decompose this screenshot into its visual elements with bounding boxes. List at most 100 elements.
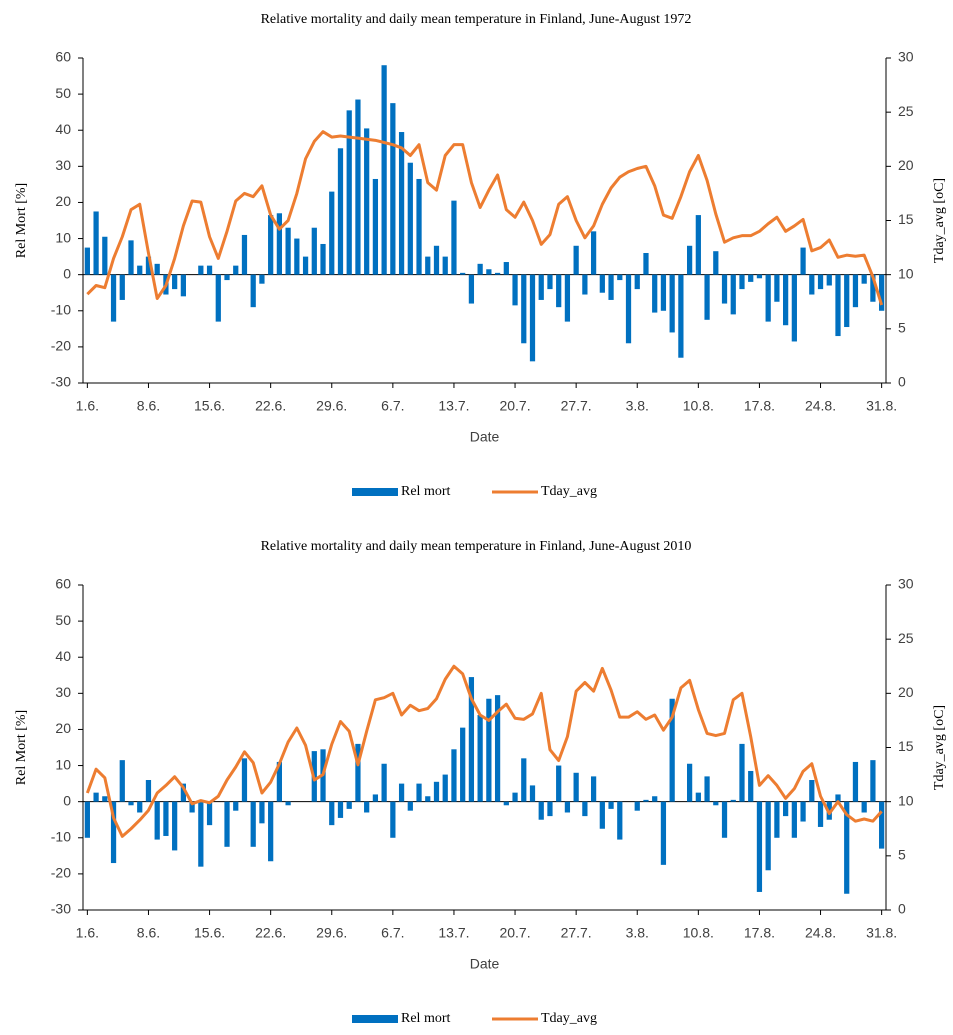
bar (233, 265, 239, 275)
y2-tick-label: 5 (898, 847, 906, 863)
bar (713, 251, 719, 275)
bar (381, 65, 387, 275)
bar (809, 274, 815, 295)
y-tick-label: -20 (51, 865, 71, 881)
bar (276, 761, 283, 802)
x-tick-label: 1.6. (76, 925, 99, 941)
bar (224, 801, 230, 847)
bar (329, 801, 335, 826)
bar (756, 274, 763, 279)
bar (660, 801, 667, 865)
bar (678, 274, 684, 358)
x-tick-label: 8.6. (137, 925, 160, 941)
bar (774, 274, 780, 302)
bar (686, 763, 693, 802)
bar (634, 274, 640, 290)
x-tick-label: 20.7. (499, 398, 530, 414)
bar (442, 774, 448, 802)
x-tick-label: 22.6. (255, 398, 286, 414)
bar (398, 783, 405, 802)
bar (372, 178, 379, 275)
x-tick-label: 10.8. (683, 398, 714, 414)
y-tick-label: 60 (55, 576, 71, 592)
y2-tick-label: 10 (898, 265, 914, 281)
y2-axis-title: Tday_avg [oC] (932, 705, 947, 790)
bar (364, 128, 370, 275)
bar (198, 801, 204, 867)
bar (817, 274, 824, 290)
bar (573, 772, 579, 802)
x-tick-label: 27.7. (561, 398, 592, 414)
bar (215, 274, 221, 322)
bar (407, 162, 413, 275)
y-tick-label: 10 (55, 229, 71, 245)
y2-tick-label: 30 (898, 576, 914, 592)
y-tick-label: 10 (55, 756, 71, 772)
bar (521, 274, 527, 344)
bar (486, 698, 492, 802)
bar (713, 801, 719, 806)
bar (547, 801, 553, 817)
y2-tick-label: 30 (898, 49, 914, 65)
x-tick-label: 10.8. (683, 925, 714, 941)
bar (119, 274, 125, 300)
bar (154, 263, 160, 275)
y2-tick-label: 10 (898, 792, 914, 808)
bar (128, 801, 134, 806)
bar (852, 761, 859, 802)
bar (276, 213, 283, 275)
bar (879, 274, 885, 311)
bar (783, 274, 789, 326)
bar (791, 801, 797, 838)
x-tick-label: 3.8. (626, 398, 649, 414)
x-tick-label: 17.8. (744, 925, 775, 941)
y-tick-label: 50 (55, 612, 71, 628)
y2-tick-label: 25 (898, 103, 914, 119)
legend-swatch (352, 488, 398, 496)
bar (364, 801, 370, 813)
y2-tick-label: 25 (898, 630, 914, 646)
bar (879, 801, 885, 849)
bar (739, 743, 745, 802)
y-axis-title: Rel Mort [%] (14, 710, 29, 785)
y-tick-label: 30 (55, 684, 71, 700)
bar (617, 801, 623, 840)
y-tick-label: 40 (55, 648, 71, 664)
bar (817, 801, 824, 827)
bar (468, 274, 475, 304)
bar (390, 801, 396, 838)
bar (844, 274, 850, 328)
bar (791, 274, 797, 342)
bar (241, 234, 248, 275)
bar (110, 801, 117, 864)
bar (137, 265, 143, 275)
x-tick-label: 13.7. (438, 398, 469, 414)
bar (765, 801, 771, 871)
bar (486, 269, 492, 275)
bar (172, 274, 178, 290)
x-tick-label: 6.7. (381, 925, 404, 941)
bar (320, 243, 326, 275)
bar (337, 148, 344, 275)
line (86, 130, 884, 306)
bar (102, 796, 108, 802)
bar (704, 776, 710, 802)
bar (407, 801, 413, 811)
bar (783, 801, 789, 817)
bar (617, 274, 623, 281)
bar (721, 274, 728, 304)
x-tick-label: 15.6. (194, 398, 225, 414)
bar (573, 245, 579, 275)
bar (529, 785, 536, 802)
bar (739, 274, 745, 290)
bar (468, 677, 475, 802)
bar (398, 132, 405, 275)
x-tick-label: 8.6. (137, 398, 160, 414)
bar (608, 801, 614, 809)
bar (250, 801, 256, 847)
legend-swatch (352, 1015, 398, 1023)
y-tick-label: -10 (51, 301, 71, 317)
bar (582, 274, 588, 295)
bar (590, 776, 597, 802)
